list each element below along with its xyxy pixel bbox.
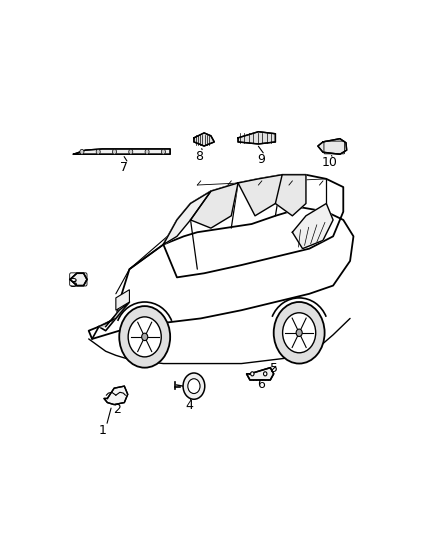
Text: 4: 4 [185, 399, 193, 413]
Circle shape [296, 329, 302, 336]
Circle shape [113, 149, 117, 154]
Circle shape [141, 333, 148, 341]
Polygon shape [104, 386, 128, 405]
Polygon shape [88, 207, 353, 339]
Circle shape [161, 149, 166, 154]
Circle shape [119, 306, 170, 368]
Circle shape [96, 149, 100, 154]
Text: 2: 2 [113, 403, 121, 416]
Polygon shape [74, 149, 170, 154]
Text: 10: 10 [322, 156, 338, 169]
Circle shape [283, 313, 316, 353]
Polygon shape [163, 191, 211, 245]
Text: 3: 3 [70, 277, 78, 290]
Polygon shape [293, 204, 333, 248]
Text: 8: 8 [195, 150, 203, 163]
Text: 5: 5 [270, 362, 278, 375]
Text: 7: 7 [120, 161, 128, 174]
Polygon shape [276, 175, 306, 216]
Polygon shape [191, 183, 238, 228]
Polygon shape [194, 133, 214, 146]
Polygon shape [238, 132, 276, 144]
Circle shape [264, 372, 267, 376]
Polygon shape [163, 175, 343, 277]
Circle shape [128, 317, 161, 357]
Circle shape [145, 149, 149, 154]
Polygon shape [99, 302, 130, 327]
Circle shape [274, 302, 325, 364]
Text: 6: 6 [257, 378, 265, 391]
Circle shape [183, 373, 205, 399]
Circle shape [80, 149, 84, 154]
Text: 9: 9 [257, 152, 265, 166]
Polygon shape [247, 368, 274, 380]
Text: 1: 1 [99, 424, 106, 437]
Polygon shape [238, 175, 282, 216]
Polygon shape [318, 139, 346, 154]
Polygon shape [116, 290, 130, 310]
Circle shape [188, 379, 200, 393]
Circle shape [129, 149, 133, 154]
Circle shape [251, 372, 254, 376]
Polygon shape [70, 273, 87, 286]
